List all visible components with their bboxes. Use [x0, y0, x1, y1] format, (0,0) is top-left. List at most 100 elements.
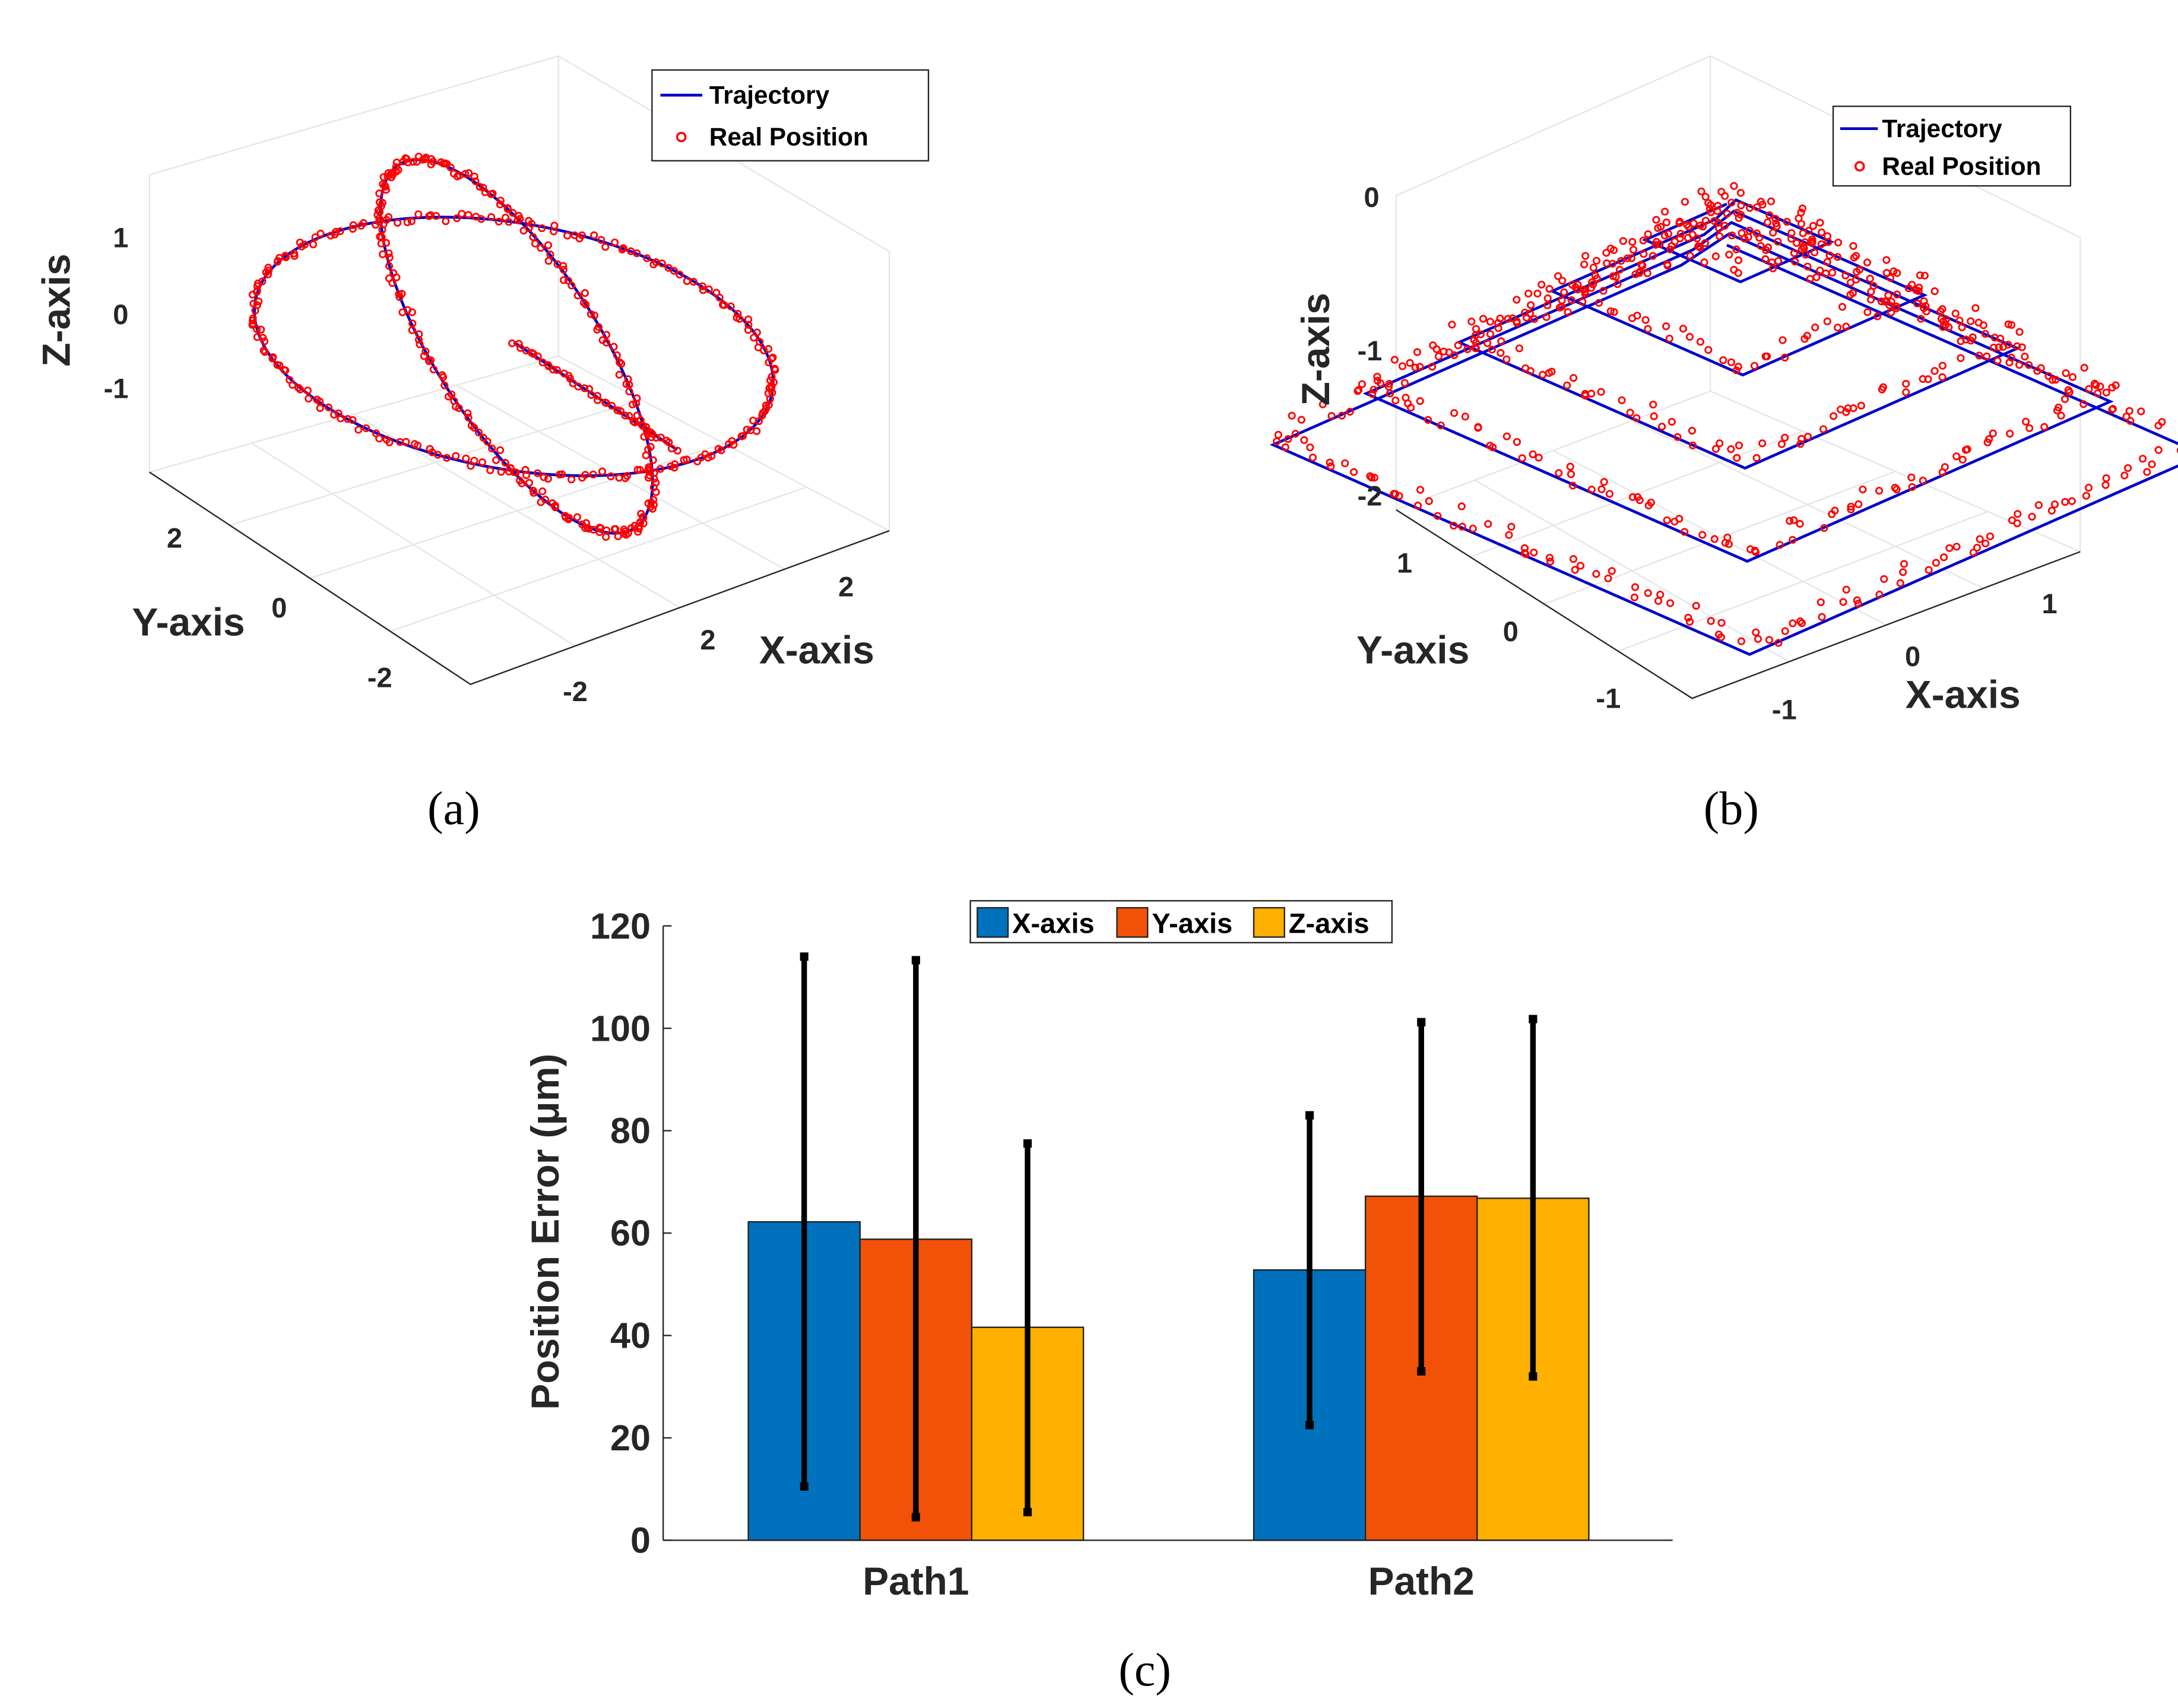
- legend-trajectory: Trajectory: [709, 81, 830, 109]
- real-position-point: [1816, 267, 1824, 275]
- real-position-point: [1920, 297, 1928, 305]
- panel-b-caption: (b): [1704, 782, 1759, 835]
- real-position-point: [452, 452, 460, 460]
- real-position-point: [2022, 417, 2030, 426]
- real-position-point: [2090, 379, 2099, 388]
- real-position-point: [2108, 405, 2116, 414]
- real-position-point: [1369, 385, 1378, 394]
- real-position-point: [1628, 314, 1637, 322]
- real-position-point: [2065, 388, 2074, 397]
- real-position-point: [521, 465, 530, 474]
- real-position-point: [673, 446, 681, 455]
- real-position-point: [348, 416, 357, 424]
- legend-swatch-y-axis: [1116, 907, 1149, 938]
- real-position-point: [559, 262, 568, 270]
- real-position-point: [573, 513, 582, 521]
- real-position-point: [1957, 354, 1965, 362]
- real-position-point: [249, 319, 257, 328]
- real-position-point: [316, 229, 325, 238]
- real-position-point: [586, 310, 595, 318]
- real-position-point: [496, 197, 505, 205]
- real-position-point: [467, 462, 475, 470]
- real-position-point: [382, 435, 391, 444]
- real-position-point: [1850, 253, 1858, 262]
- real-position-point: [1274, 430, 1283, 439]
- real-position-point: [1644, 589, 1652, 597]
- real-position-point: [395, 290, 403, 298]
- real-position-point: [359, 219, 367, 227]
- real-position-point: [1831, 506, 1839, 515]
- real-position-point: [1291, 430, 1299, 438]
- real-position-point: [534, 352, 542, 360]
- real-position-point: [1734, 363, 1742, 371]
- real-position-point: [2126, 417, 2135, 425]
- real-position-point: [593, 325, 601, 334]
- panel-a-marks: [248, 153, 779, 541]
- real-position-point: [385, 253, 394, 262]
- real-position-point: [598, 467, 607, 476]
- real-position-point: [1723, 210, 1732, 218]
- real-position-point: [1592, 570, 1600, 578]
- real-position-point: [1530, 549, 1538, 557]
- real-position-point: [584, 524, 592, 532]
- real-position-point: [1787, 229, 1796, 237]
- real-position-point: [1474, 424, 1482, 432]
- real-position-point: [1385, 379, 1393, 388]
- real-position-point: [2057, 411, 2065, 420]
- real-position-point: [633, 465, 642, 474]
- real-position-point: [1811, 248, 1819, 256]
- real-position-point: [1710, 535, 1719, 543]
- real-position-point: [1416, 397, 1424, 405]
- real-position-point: [1570, 373, 1578, 382]
- real-position-point: [296, 385, 305, 394]
- real-position-point: [316, 404, 324, 413]
- real-position-point: [1993, 357, 2002, 365]
- real-position-point: [1368, 473, 1376, 482]
- real-position-point: [1798, 204, 1807, 213]
- error-cap-bottom: [1529, 1372, 1537, 1381]
- real-position-point: [1689, 219, 1698, 227]
- panel-a-yticks-0: 2: [167, 522, 182, 553]
- real-position-point: [1368, 389, 1377, 398]
- real-position-point: [374, 206, 382, 214]
- real-position-point: [1834, 253, 1842, 261]
- real-position-point: [1463, 345, 1472, 353]
- real-position-point: [2052, 375, 2060, 384]
- real-position-point: [1545, 285, 1554, 293]
- real-position-point: [642, 423, 651, 431]
- real-position-point: [1889, 267, 1898, 275]
- real-position-point: [1938, 305, 1946, 313]
- real-position-point: [634, 528, 642, 536]
- real-position-point: [1701, 192, 1710, 201]
- real-position-point: [568, 281, 576, 290]
- real-position-point: [2154, 446, 2163, 454]
- real-position-point: [420, 352, 428, 360]
- real-position-point: [1450, 409, 1459, 417]
- real-position-point: [767, 384, 775, 393]
- panel-b-xticks-2: 1: [2042, 588, 2057, 619]
- real-position-point: [1576, 562, 1585, 570]
- error-cap-bottom: [911, 1513, 920, 1522]
- real-position-point: [1842, 322, 1850, 331]
- real-position-point: [1599, 287, 1608, 295]
- real-position-point: [749, 416, 757, 424]
- real-position-point: [1720, 221, 1729, 230]
- real-position-point: [1707, 208, 1715, 217]
- real-position-point: [630, 418, 639, 427]
- real-position-point: [1887, 308, 1895, 316]
- y-tick-label: 0: [630, 1520, 651, 1561]
- real-position-point: [408, 319, 417, 328]
- real-position-point: [1853, 268, 1861, 276]
- real-position-point: [1681, 528, 1689, 536]
- real-position-point: [1957, 337, 1965, 346]
- real-position-point: [1467, 318, 1476, 326]
- real-position-point: [1719, 356, 1727, 365]
- grid-line: [1618, 511, 1988, 652]
- real-position-point: [1373, 372, 1381, 381]
- real-position-point: [349, 221, 357, 229]
- real-position-point: [1701, 239, 1709, 247]
- real-position-point: [1537, 280, 1546, 289]
- real-position-point: [1808, 237, 1816, 246]
- panel-b-xticks-0: -1: [1772, 694, 1797, 725]
- real-position-point: [1571, 566, 1579, 574]
